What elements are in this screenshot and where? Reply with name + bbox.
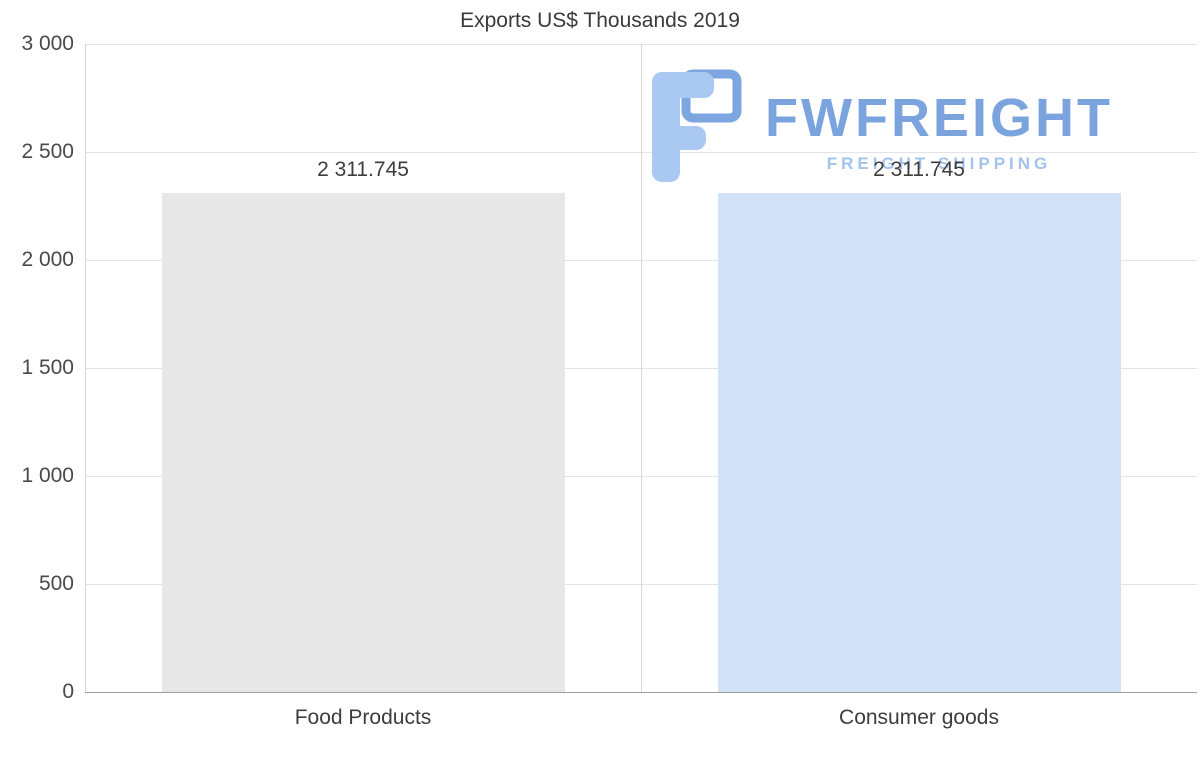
- y-tick-label: 0: [62, 680, 74, 703]
- y-axis-line: [84, 44, 86, 692]
- chart-title: Exports US$ Thousands 2019: [460, 9, 740, 32]
- bar-food-products: [161, 192, 565, 692]
- bar-value-label: 2 311.745: [873, 157, 965, 181]
- watermark-text-block: FWFREIGHT FREIGHT SHIPPING: [765, 90, 1113, 174]
- y-tick-label: 3 000: [21, 32, 74, 55]
- x-category-label: Consumer goods: [839, 706, 999, 729]
- fwfreight-f-logo-icon: [648, 68, 743, 191]
- bar-value-label: 2 311.745: [317, 157, 409, 181]
- y-tick-label: 1 500: [21, 356, 74, 379]
- y-tick-label: 2 000: [21, 248, 74, 271]
- y-tick-label: 2 500: [21, 140, 74, 163]
- category-separator-gridline: [640, 44, 642, 692]
- x-axis-line: [85, 691, 1197, 693]
- watermark-tagline: FREIGHT SHIPPING: [826, 154, 1052, 173]
- watermark-logo: FWFREIGHT FREIGHT SHIPPING: [648, 68, 1113, 191]
- watermark-brand-name: FWFREIGHT: [765, 88, 1113, 148]
- y-tick-label: 500: [38, 572, 74, 595]
- y-tick-label: 1 000: [21, 464, 74, 487]
- x-category-label: Food Products: [294, 706, 432, 729]
- bar-consumer-goods: [717, 192, 1121, 692]
